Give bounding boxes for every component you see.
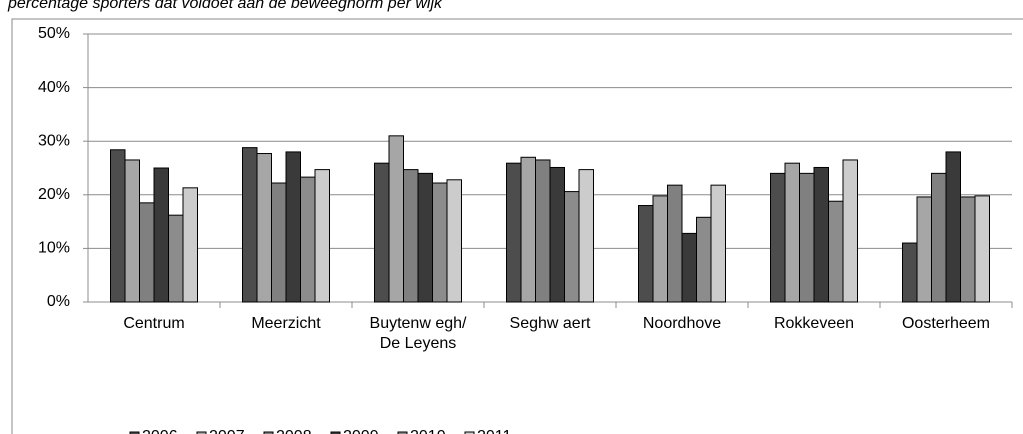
x-tick-label: Centrum bbox=[123, 315, 185, 332]
y-tick-label: 10% bbox=[38, 240, 70, 257]
bar bbox=[681, 232, 697, 303]
bar bbox=[388, 135, 404, 303]
legend-label: 2007 bbox=[209, 428, 245, 434]
bar bbox=[271, 182, 287, 303]
x-tick-label: Noordhove bbox=[642, 315, 722, 332]
y-tick-label: 50% bbox=[38, 25, 70, 42]
legend-label: 2011 bbox=[477, 428, 512, 434]
legend-label: 2008 bbox=[276, 428, 312, 434]
bar bbox=[799, 172, 815, 303]
legend-swatch bbox=[263, 431, 274, 434]
bar bbox=[124, 159, 140, 303]
bar bbox=[902, 242, 918, 303]
bar bbox=[784, 162, 800, 303]
bar bbox=[842, 159, 858, 303]
legend-swatch bbox=[464, 431, 475, 434]
bar bbox=[314, 169, 330, 303]
bar bbox=[139, 202, 155, 303]
legend-label: 2009 bbox=[343, 428, 379, 434]
bar bbox=[242, 147, 258, 303]
bar bbox=[813, 166, 829, 303]
bar bbox=[667, 184, 683, 303]
legend-label: 2010 bbox=[410, 428, 446, 434]
bar bbox=[256, 153, 272, 303]
y-tick-label: 40% bbox=[38, 79, 70, 96]
bar bbox=[153, 167, 169, 303]
bar bbox=[300, 176, 316, 303]
legend-label: 2006 bbox=[142, 428, 178, 434]
bar bbox=[828, 200, 844, 303]
bar bbox=[710, 184, 726, 303]
legend-swatch bbox=[129, 431, 140, 434]
bar bbox=[168, 214, 184, 303]
bar bbox=[696, 216, 712, 303]
bar bbox=[916, 196, 932, 303]
bar bbox=[960, 196, 976, 303]
bar bbox=[520, 156, 536, 303]
bar bbox=[564, 191, 580, 303]
bar bbox=[535, 159, 551, 303]
bar bbox=[931, 172, 947, 303]
y-tick-label: 30% bbox=[38, 132, 70, 149]
y-tick-label: 20% bbox=[38, 186, 70, 203]
x-tick-label: Rokkeveen bbox=[773, 315, 855, 332]
x-tick-label: Meerzicht bbox=[251, 315, 321, 332]
x-tick-label: Buytenw egh/ De Leyens bbox=[369, 315, 467, 352]
bar bbox=[578, 169, 594, 303]
y-tick-label: 0% bbox=[47, 293, 70, 310]
bar bbox=[110, 149, 126, 303]
legend-swatch bbox=[330, 431, 341, 434]
x-tick-label: Seghw aert bbox=[509, 315, 591, 332]
legend-swatch bbox=[397, 431, 408, 434]
bar bbox=[506, 162, 522, 303]
bar bbox=[652, 195, 668, 303]
bar bbox=[374, 162, 390, 303]
bar bbox=[945, 151, 961, 303]
bar bbox=[182, 187, 198, 303]
chart-title: percentage sporters dat voldoet aan de b… bbox=[7, 0, 443, 12]
bar bbox=[285, 151, 301, 303]
bar bbox=[638, 205, 654, 303]
bar bbox=[974, 195, 990, 303]
bar bbox=[417, 172, 433, 303]
x-tick-label: Oosterheem bbox=[901, 315, 991, 332]
bar bbox=[549, 166, 565, 303]
bar bbox=[432, 182, 448, 303]
bar bbox=[403, 169, 419, 303]
legend-swatch bbox=[196, 431, 207, 434]
bar bbox=[770, 172, 786, 303]
bar bbox=[446, 179, 462, 303]
